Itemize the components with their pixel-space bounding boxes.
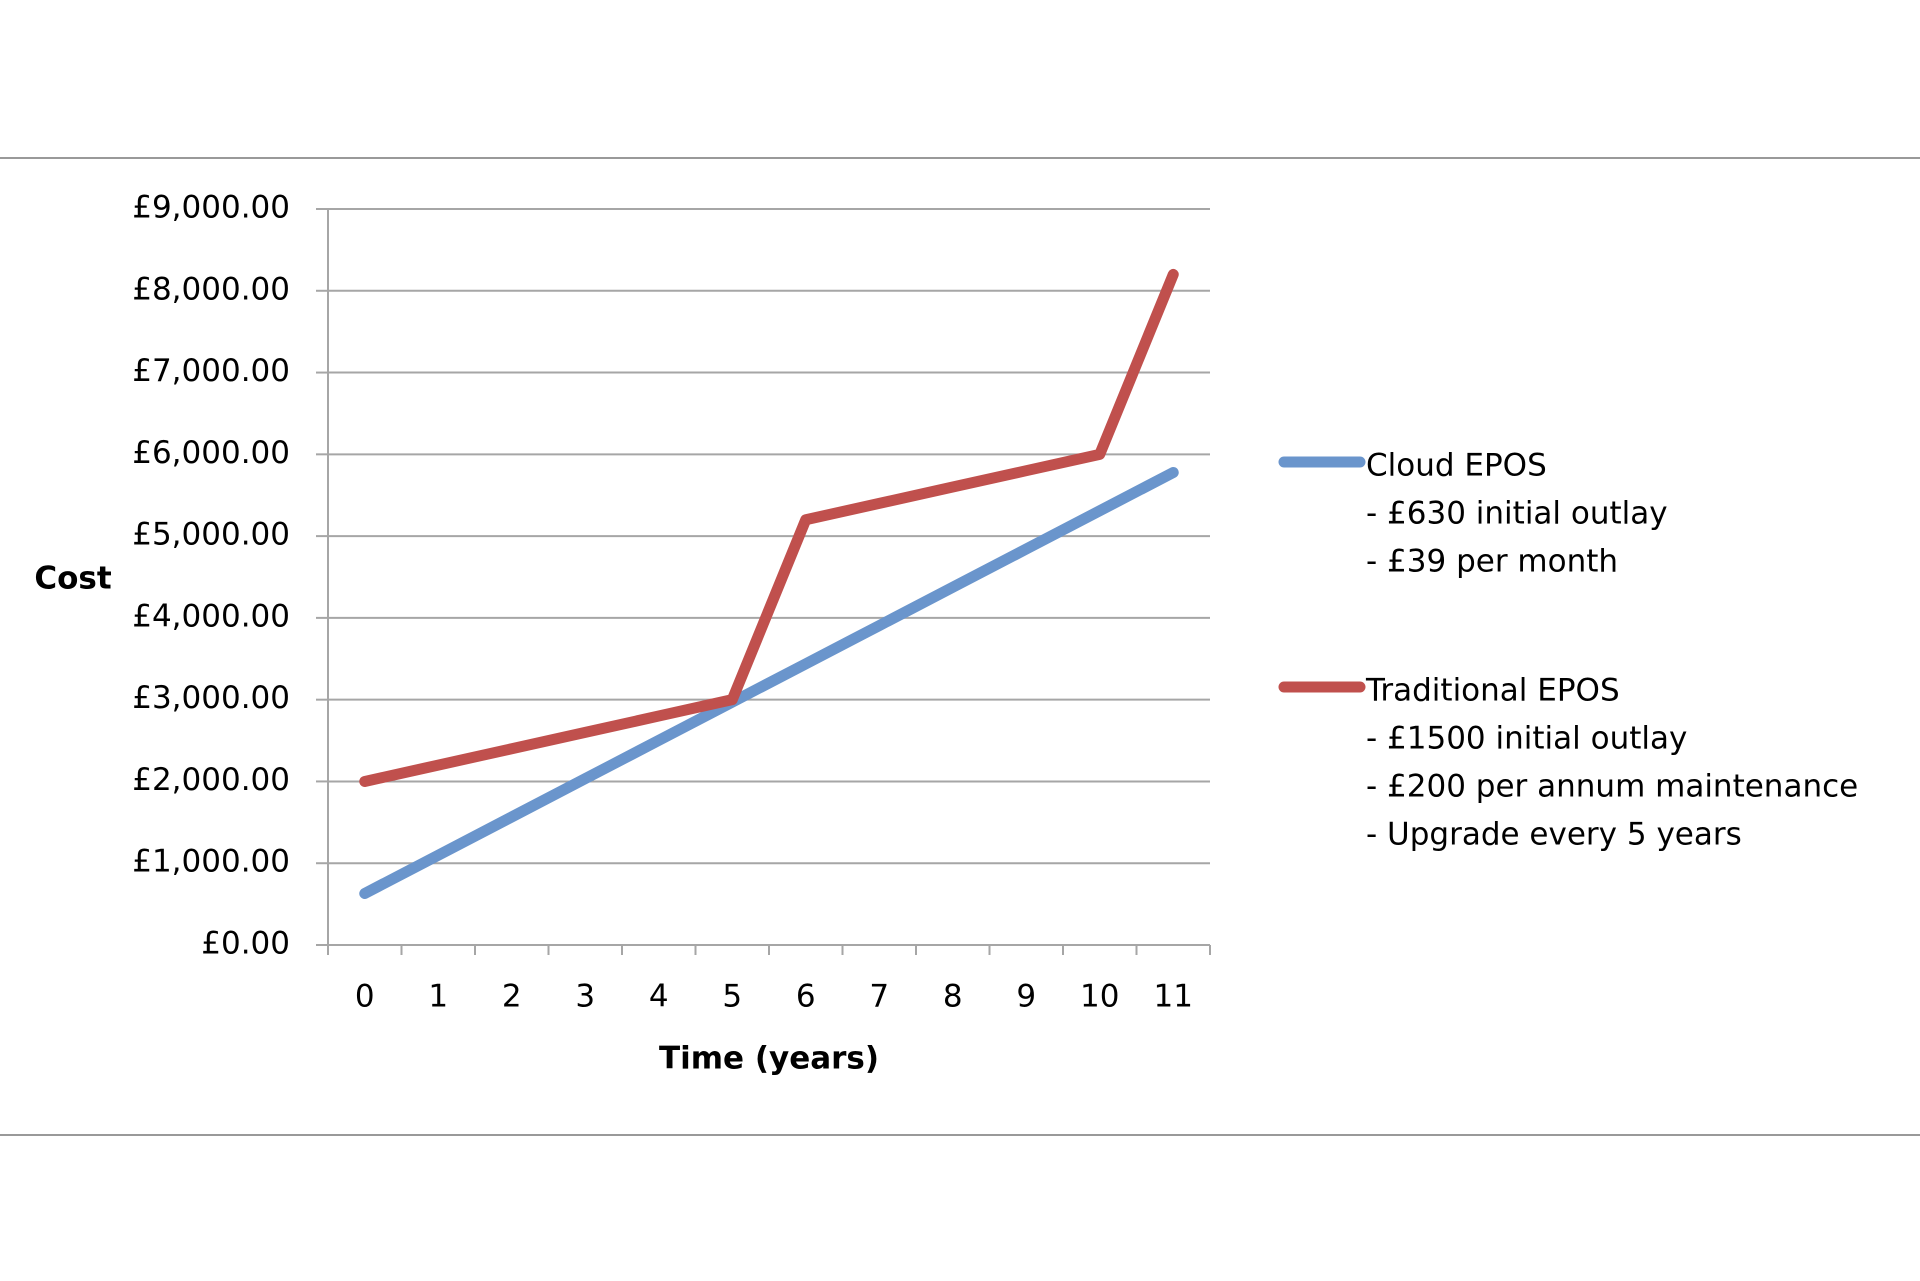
y-tick-label: £6,000.00 bbox=[132, 435, 290, 471]
x-tick-label: 7 bbox=[869, 979, 889, 1015]
y-tick-label: £3,000.00 bbox=[132, 680, 290, 716]
legend-label: Cloud EPOS bbox=[1366, 448, 1547, 484]
y-tick-label: £0.00 bbox=[201, 926, 290, 962]
legend-description: - £200 per annum maintenance bbox=[1366, 769, 1858, 805]
x-tick-label: 2 bbox=[502, 979, 522, 1015]
x-tick-label: 11 bbox=[1154, 979, 1193, 1015]
x-tick-label: 1 bbox=[428, 979, 448, 1015]
x-tick-label: 0 bbox=[355, 979, 375, 1015]
x-tick-label: 9 bbox=[1016, 979, 1036, 1015]
x-tick-label: 10 bbox=[1080, 979, 1119, 1015]
y-tick-label: £2,000.00 bbox=[132, 762, 290, 798]
y-tick-label: £5,000.00 bbox=[132, 517, 290, 553]
y-axis-title: Cost bbox=[34, 561, 111, 597]
legend-description: - Upgrade every 5 years bbox=[1366, 817, 1742, 853]
x-tick-label: 5 bbox=[722, 979, 742, 1015]
legend-description: - £630 initial outlay bbox=[1366, 496, 1668, 532]
x-tick-label: 3 bbox=[575, 979, 595, 1015]
y-tick-label: £9,000.00 bbox=[132, 190, 290, 226]
x-tick-label: 4 bbox=[649, 979, 669, 1015]
legend-description: - £39 per month bbox=[1366, 544, 1618, 580]
y-tick-label: £8,000.00 bbox=[132, 271, 290, 307]
y-tick-label: £1,000.00 bbox=[132, 844, 290, 880]
legend-description: - £1500 initial outlay bbox=[1366, 721, 1687, 757]
x-tick-label: 6 bbox=[796, 979, 816, 1015]
x-axis-title: Time (years) bbox=[659, 1041, 879, 1077]
series-line bbox=[359, 466, 1179, 899]
series-line bbox=[359, 268, 1179, 787]
x-tick-label: 8 bbox=[943, 979, 963, 1015]
y-tick-label: £4,000.00 bbox=[132, 598, 290, 634]
y-tick-label: £7,000.00 bbox=[132, 353, 290, 389]
legend-label: Traditional EPOS bbox=[1365, 673, 1620, 709]
